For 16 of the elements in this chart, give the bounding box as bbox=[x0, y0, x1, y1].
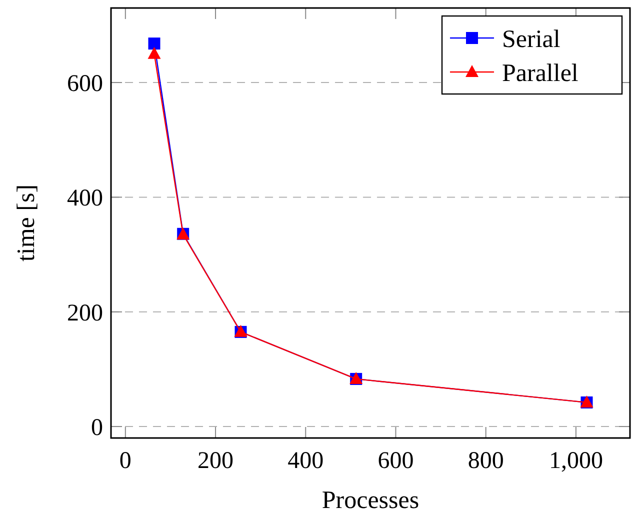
x-tick-label: 600 bbox=[378, 448, 414, 474]
y-tick-label: 400 bbox=[67, 186, 103, 212]
x-axis-title: Processes bbox=[322, 487, 420, 514]
x-tick-label: 200 bbox=[198, 448, 234, 474]
point bbox=[148, 46, 161, 59]
x-tick-label: 0 bbox=[119, 448, 132, 474]
x-tick-label: 1,000 bbox=[548, 448, 603, 474]
x-tick-label: 400 bbox=[288, 448, 324, 474]
y-tick-label: 200 bbox=[67, 300, 103, 326]
y-axis-title: time [s] bbox=[13, 184, 40, 262]
y-tick-label: 600 bbox=[67, 70, 103, 97]
legend-label: Serial bbox=[502, 26, 560, 53]
y-tick-label: 0 bbox=[91, 414, 103, 441]
point bbox=[148, 38, 160, 50]
legend-label: Parallel bbox=[502, 60, 578, 87]
x-tick-label: 800 bbox=[468, 448, 504, 474]
